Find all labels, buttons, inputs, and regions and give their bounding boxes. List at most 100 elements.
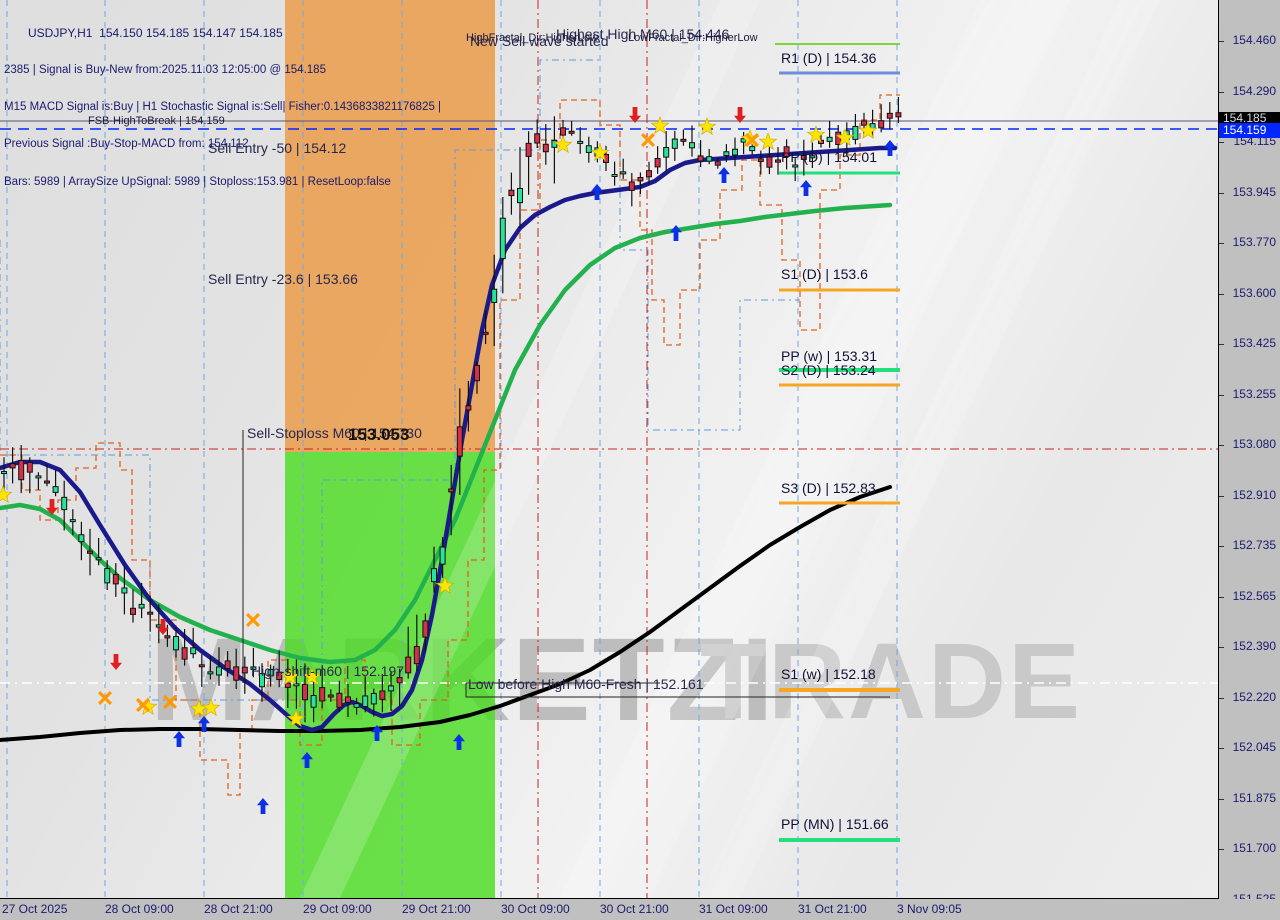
candle-body <box>723 151 730 157</box>
candle-body <box>26 461 33 473</box>
candle-body <box>508 189 515 197</box>
candle-body <box>465 405 472 411</box>
candle-body <box>431 568 437 583</box>
buy-arrow-up <box>371 725 383 741</box>
price-axis-label: 152.220 <box>1232 689 1276 704</box>
candle-body <box>766 156 773 168</box>
candle-body <box>276 671 283 681</box>
star-marker <box>758 132 778 150</box>
star-marker <box>697 117 717 135</box>
candle-body <box>216 666 222 676</box>
candle-body <box>646 170 652 178</box>
candle-body <box>224 660 231 669</box>
time-axis-label: 28 Oct 09:00 <box>105 902 174 916</box>
candle-body <box>327 694 334 698</box>
price-axis[interactable]: 154.460 154.290 154.115 153.945 153.770 153.6… <box>1219 0 1280 906</box>
price-axis-label: 153.600 <box>1232 285 1276 300</box>
sell-arrow-down <box>734 107 746 123</box>
candle-body <box>491 288 498 303</box>
cross-marker <box>98 691 112 705</box>
chart-svg <box>0 0 1218 898</box>
level-label-r1-d: R1 (D) | 154.36 <box>781 50 877 66</box>
buy-arrow-up <box>173 731 185 747</box>
anno-fsb-high-to-break: FSB-HighToBreak | 154.159 <box>88 115 225 127</box>
star-marker <box>835 128 855 146</box>
candle-body <box>9 463 16 469</box>
candle-body <box>792 164 799 168</box>
time-axis[interactable]: 27 Oct 2025 28 Oct 09:00 28 Oct 21:00 29 Oc… <box>0 899 1280 920</box>
price-axis-label: 152.390 <box>1232 639 1276 653</box>
candle-body <box>620 171 627 175</box>
star-marker <box>590 143 610 161</box>
price-axis-tick <box>1219 344 1224 345</box>
candle-body <box>474 364 480 382</box>
candle-body <box>568 130 575 134</box>
price-axis-label: 151.875 <box>1232 790 1276 805</box>
candle-body <box>654 157 661 168</box>
candle-body <box>138 603 145 609</box>
time-axis-label: 28 Oct 21:00 <box>204 902 273 916</box>
candle-body <box>517 187 523 204</box>
candle-body <box>130 607 136 615</box>
candle-body <box>405 656 412 674</box>
price-axis-label: 154.460 <box>1232 33 1276 47</box>
candle-body <box>577 140 584 144</box>
price-axis-tick <box>1219 91 1224 93</box>
sell-arrow-down <box>629 107 641 123</box>
sell-arrow-down <box>110 654 122 670</box>
star-marker <box>858 121 878 139</box>
candle-body <box>18 460 25 481</box>
candle-body <box>198 664 205 668</box>
candle-body <box>190 647 197 655</box>
level-label-s3-d: S3 (D) | 152.83 <box>781 480 876 496</box>
star-marker <box>806 125 826 143</box>
star-marker <box>302 667 322 685</box>
price-axis-tick <box>1219 596 1224 598</box>
anno-sell-entry-50: Sell Entry -50 | 154.12 <box>208 140 347 156</box>
price-axis-label: 153.080 <box>1232 437 1276 451</box>
candle-body <box>173 636 179 651</box>
buy-arrow-up <box>198 716 210 732</box>
candle-body <box>714 161 721 166</box>
star-marker <box>650 116 670 134</box>
candle-body <box>637 176 644 182</box>
buy-arrow-up <box>718 167 730 183</box>
price-axis-tick <box>1219 546 1224 547</box>
anno-stoploss-value: 153.053 <box>348 425 410 444</box>
price-axis-label: 152.735 <box>1232 538 1276 552</box>
level-label-s1-w: S1 (w) | 152.18 <box>781 666 876 682</box>
candle-body <box>293 683 300 687</box>
price-axis-tick <box>1219 293 1224 295</box>
candle-body <box>233 666 240 681</box>
chart-plot-area[interactable]: MARKETZI TRADE <box>0 0 1219 899</box>
price-axis-label: 153.425 <box>1232 336 1276 350</box>
candle-body <box>87 550 93 554</box>
level-label-pp-w: PP (w) | 153.31 <box>781 348 877 364</box>
candle-body <box>585 145 592 153</box>
price-axis-tick <box>1219 849 1224 850</box>
candle-body <box>809 155 816 159</box>
candle-body <box>69 519 76 523</box>
candle-body <box>164 635 171 639</box>
price-axis-tick <box>1219 243 1224 244</box>
star-marker <box>189 699 209 717</box>
anno-sell-entry-236: Sell Entry -23.6 | 153.66 <box>208 271 358 287</box>
candle-body <box>155 624 162 628</box>
header-line-previous-signal: Previous Signal :Buy-Stop-MACD from: 154… <box>4 138 249 151</box>
candle-body <box>104 568 111 584</box>
buy-arrow-up <box>591 184 603 200</box>
buy-arrow-up <box>800 180 812 196</box>
time-axis-label: 3 Nov 09:05 <box>897 902 962 916</box>
cross-marker <box>246 613 260 627</box>
candle-body <box>783 146 790 158</box>
candle-body <box>370 692 377 705</box>
current-price-tag: 154.159 <box>1219 123 1280 138</box>
candle-body <box>542 143 549 153</box>
star-marker <box>201 698 221 716</box>
price-axis-tick <box>1219 394 1224 396</box>
time-axis-label: 29 Oct 21:00 <box>402 902 471 916</box>
candle-body <box>302 683 308 701</box>
background-stripes <box>300 0 1160 898</box>
candle-body <box>663 147 670 158</box>
candle-body <box>147 611 154 615</box>
